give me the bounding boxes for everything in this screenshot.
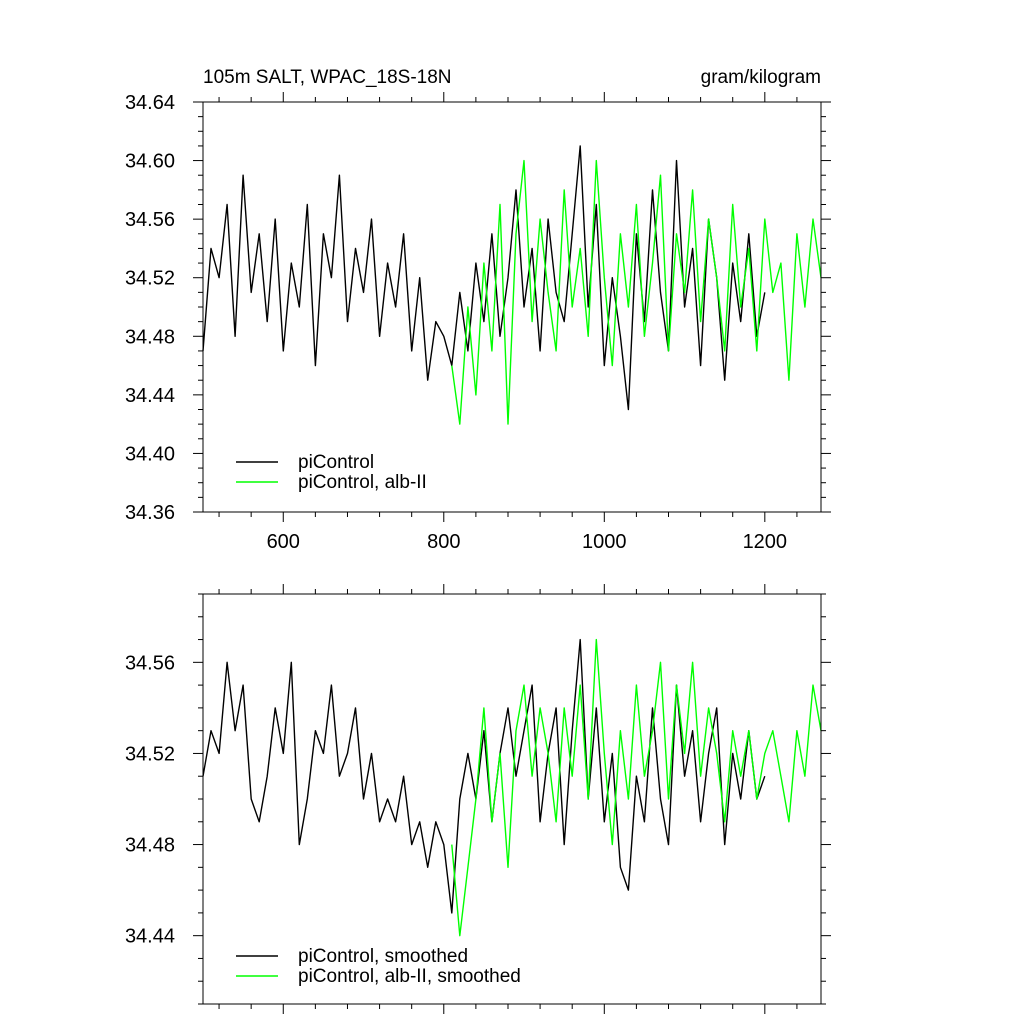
top-y-tick-label: 34.36 (125, 502, 175, 524)
bottom-legend-label-0: piControl, smoothed (298, 946, 468, 967)
top-x-tick-label: 1200 (743, 531, 788, 553)
top-y-tick-label: 34.48 (125, 326, 175, 348)
top-chart-units: gram/kilogram (701, 67, 821, 88)
bottom-tick-layer: 34.44 34.48 34.52 34.56 (125, 584, 831, 1014)
bottom-y-tick-label: 34.44 (125, 926, 175, 948)
bottom-series-line-1 (451, 638, 822, 937)
top-y-tick-label: 34.44 (125, 385, 175, 407)
top-legend-label-1: piControl, alb-II (298, 472, 427, 493)
top-tick-layer: 600 800 1000 1200 34.36 34.40 34.44 34.48 34.52 3… (125, 92, 831, 553)
bottom-legend-label-1: piControl, alb-II, smoothed (298, 966, 521, 987)
top-plot-frame (202, 101, 822, 513)
bottom-series-layer (202, 638, 822, 937)
bottom-y-tick-label: 34.52 (125, 743, 175, 765)
bottom-y-tick-label: 34.48 (125, 835, 175, 857)
top-chart-title: 105m SALT, WPAC_18S-18N (203, 67, 452, 88)
top-legend-label-0: piControl (298, 452, 374, 473)
top-y-tick-label: 34.52 (125, 268, 175, 290)
top-x-tick-label: 800 (427, 531, 460, 553)
top-y-tick-label: 34.64 (125, 92, 175, 114)
top-series-line-0 (202, 145, 766, 411)
top-panel: 105m SALT, WPAC_18S-18N gram/kilogram 60… (125, 67, 831, 553)
top-x-tick-label: 600 (267, 531, 300, 553)
top-y-tick-label: 34.60 (125, 151, 175, 173)
top-x-tick-label: 1000 (582, 531, 627, 553)
top-y-tick-label: 34.56 (125, 209, 175, 231)
top-series-line-1 (451, 159, 822, 425)
top-y-tick-label: 34.40 (125, 443, 175, 465)
bottom-series-line-0 (202, 638, 766, 914)
top-series-layer (202, 145, 822, 425)
bottom-panel: 34.44 34.48 34.52 34.56 piControl, smoothed… (125, 584, 831, 1014)
bottom-y-tick-label: 34.56 (125, 652, 175, 674)
